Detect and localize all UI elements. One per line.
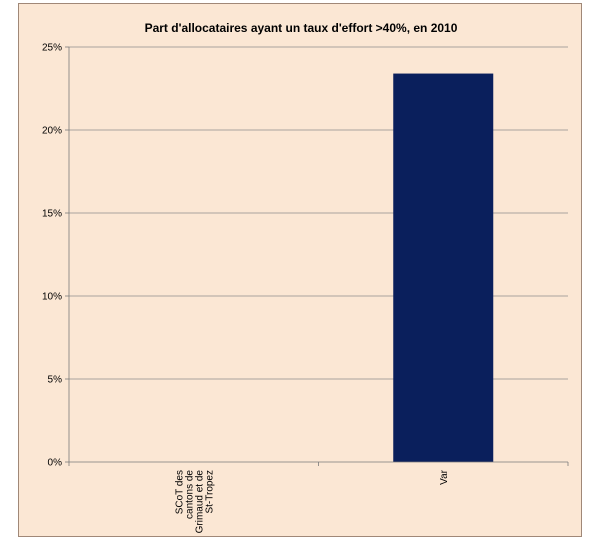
bar [393, 73, 494, 462]
category-label-line: Grimaud et de [194, 470, 205, 534]
y-tick-label: 20% [42, 126, 62, 137]
axes [68, 47, 569, 466]
bar-chart: Part d'allocataires ayant un taux d'effo… [42, 21, 569, 533]
y-axis-ticks: 0% 5% 10% 15% 20% 25% [42, 43, 69, 469]
y-tick-label: 10% [42, 292, 62, 303]
category-label-line: Var [439, 469, 450, 484]
chart-title: Part d'allocataires ayant un taux d'effo… [145, 21, 458, 35]
y-tick-label: 25% [42, 43, 62, 54]
y-tick-label: 0% [48, 458, 63, 469]
x-axis-categories: SCoT des cantons de Grimaud et de St-Tropez… [174, 469, 450, 533]
category-label: SCoT des cantons de Grimaud et de St-Tropez [174, 470, 215, 534]
category-label-line: cantons de [184, 470, 195, 519]
y-tick-label: 15% [42, 209, 62, 220]
bars [393, 73, 494, 462]
category-label-line: St-Tropez [204, 470, 215, 514]
y-tick-label: 5% [48, 375, 63, 386]
category-label: Var [439, 469, 450, 484]
chart-frame: Part d'allocataires ayant un taux d'effo… [18, 3, 582, 537]
category-label-line: SCoT des [174, 470, 185, 514]
